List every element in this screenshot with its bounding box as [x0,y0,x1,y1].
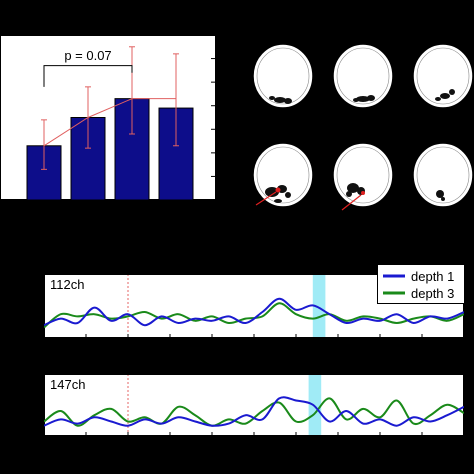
legend-svg: depth 1 depth 3 [383,269,454,301]
topomap-activation-blob [356,96,370,102]
topomap-5 [332,142,394,208]
topomap-activation-blob [284,98,292,104]
topomap-activation-blob [441,197,445,201]
topomap-arrow [255,191,277,206]
topomap-activation-blob [269,96,275,100]
topomap-activation-blob [274,199,282,203]
bar-chart: p = 0.07 [0,35,216,200]
topomap-activation-blob [285,192,291,198]
line-chart-112ch [44,274,464,338]
line-legend: depth 1 depth 3 [377,264,465,304]
topomap-grid [250,40,474,220]
chart-title-112ch: 112ch [50,277,85,292]
series-depth-1 [44,297,464,327]
topomap-inner-ring [256,47,310,105]
legend-depth3-label: depth 3 [411,286,454,301]
bar-chart-panel: p = 0.07 [0,35,216,200]
highlight-band [308,374,322,436]
topomap-activation-blob [274,97,286,103]
chart-title-147ch: 147ch [50,377,86,392]
topomap-activation-blob [440,93,450,99]
series-depth-1 [44,396,464,427]
significance-bracket [43,65,133,87]
highlight-band [312,274,326,338]
topomap-activation-blob [347,183,359,193]
series-depth-3 [44,397,464,427]
p-value-label: p = 0.07 [64,48,111,63]
topomap-4 [252,142,314,208]
bar-chart-frame [0,35,216,200]
topomap-3 [412,43,474,109]
topomap-marker-dot [361,191,365,195]
topomap-1 [252,43,314,109]
topomap-marker-dot [275,187,281,193]
legend-depth1-label: depth 1 [411,269,454,284]
topomap-activation-blob [346,191,352,197]
topomap-inner-ring [336,47,390,105]
topomap-inner-ring [416,146,470,204]
topomap-activation-blob [367,95,375,101]
topomap-svg [252,43,474,211]
topomap-inner-ring [416,47,470,105]
topomap-activation-blob [435,97,441,101]
topomap-activation-blob [353,98,359,102]
topomap-inner-ring [256,146,310,204]
topomap-2 [332,43,394,109]
topomap-inner-ring [336,146,390,204]
trend-line [43,98,176,147]
line-chart-147ch-panel: 147ch [44,374,464,436]
topomap-6 [412,142,474,208]
topomap-activation-blob [449,89,455,95]
topomap-arrow [341,194,362,211]
topomap-activation-blob [265,187,279,197]
line-chart-147ch [44,374,464,436]
topomap-activation-blob [436,190,444,198]
